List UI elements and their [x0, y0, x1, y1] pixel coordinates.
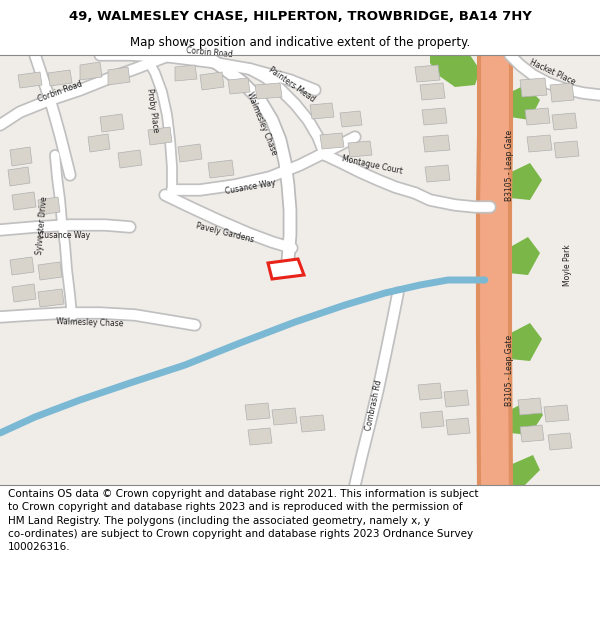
Polygon shape: [340, 111, 362, 127]
Polygon shape: [228, 78, 250, 94]
Polygon shape: [446, 418, 470, 435]
Text: Proby Place: Proby Place: [145, 88, 161, 132]
Polygon shape: [425, 165, 450, 182]
Polygon shape: [422, 108, 447, 125]
Polygon shape: [418, 383, 442, 400]
Polygon shape: [420, 83, 445, 100]
Polygon shape: [503, 85, 540, 120]
Polygon shape: [8, 167, 30, 186]
Polygon shape: [420, 411, 444, 428]
Polygon shape: [248, 428, 272, 445]
Polygon shape: [502, 163, 542, 200]
Polygon shape: [118, 150, 142, 168]
Polygon shape: [208, 160, 234, 178]
Polygon shape: [504, 398, 543, 435]
Polygon shape: [268, 259, 304, 279]
Polygon shape: [48, 70, 72, 86]
Text: Corbin Road: Corbin Road: [37, 80, 83, 104]
Polygon shape: [200, 72, 224, 90]
Polygon shape: [415, 65, 440, 82]
Polygon shape: [520, 425, 544, 442]
Text: B3105 - Leap Gate: B3105 - Leap Gate: [505, 129, 515, 201]
Polygon shape: [527, 135, 552, 152]
Text: Walmesley Chase: Walmesley Chase: [56, 318, 124, 329]
Text: Montague Court: Montague Court: [341, 154, 403, 176]
Text: Contains OS data © Crown copyright and database right 2021. This information is : Contains OS data © Crown copyright and d…: [8, 489, 478, 552]
Polygon shape: [300, 415, 325, 432]
Polygon shape: [518, 398, 542, 415]
Polygon shape: [423, 135, 450, 152]
Polygon shape: [178, 144, 202, 162]
Polygon shape: [430, 55, 480, 87]
Polygon shape: [80, 62, 102, 80]
Text: Cusance Way: Cusance Way: [224, 178, 276, 196]
Text: Sylvester Drive: Sylvester Drive: [35, 196, 49, 254]
Text: Hacket Place: Hacket Place: [528, 58, 576, 86]
Polygon shape: [245, 403, 270, 420]
Polygon shape: [444, 390, 469, 407]
Polygon shape: [500, 237, 540, 275]
Text: Moyle Park: Moyle Park: [563, 244, 572, 286]
Polygon shape: [320, 133, 344, 149]
Polygon shape: [554, 141, 579, 158]
Polygon shape: [520, 78, 547, 97]
Polygon shape: [100, 114, 124, 132]
Polygon shape: [10, 257, 34, 275]
Polygon shape: [503, 323, 542, 361]
Text: Painters Mead: Painters Mead: [267, 66, 317, 104]
Polygon shape: [175, 65, 197, 81]
Text: Map shows position and indicative extent of the property.: Map shows position and indicative extent…: [130, 36, 470, 49]
Text: Pavely Gardens: Pavely Gardens: [195, 221, 255, 244]
Polygon shape: [12, 284, 36, 302]
Polygon shape: [548, 433, 572, 450]
Polygon shape: [148, 127, 172, 145]
Polygon shape: [12, 192, 36, 210]
Text: B3105 - Leap Gate: B3105 - Leap Gate: [505, 334, 515, 406]
Polygon shape: [255, 83, 282, 99]
Text: 49, WALMESLEY CHASE, HILPERTON, TROWBRIDGE, BA14 7HY: 49, WALMESLEY CHASE, HILPERTON, TROWBRID…: [68, 10, 532, 23]
Polygon shape: [18, 72, 42, 88]
Text: Cusance Way: Cusance Way: [40, 231, 91, 239]
Text: Corbin Road: Corbin Road: [187, 46, 233, 59]
Polygon shape: [310, 103, 334, 119]
Polygon shape: [525, 108, 550, 125]
Polygon shape: [552, 113, 577, 130]
Polygon shape: [38, 197, 60, 215]
Polygon shape: [544, 405, 569, 422]
Text: Walmesley Chase: Walmesley Chase: [245, 90, 279, 156]
Polygon shape: [272, 408, 297, 425]
Polygon shape: [348, 141, 372, 157]
Polygon shape: [38, 289, 64, 307]
Polygon shape: [10, 147, 32, 166]
Polygon shape: [38, 262, 62, 280]
Polygon shape: [108, 67, 130, 85]
Polygon shape: [88, 134, 110, 152]
Polygon shape: [505, 455, 540, 485]
Polygon shape: [550, 83, 574, 102]
Text: Combrash Rd: Combrash Rd: [364, 379, 384, 431]
